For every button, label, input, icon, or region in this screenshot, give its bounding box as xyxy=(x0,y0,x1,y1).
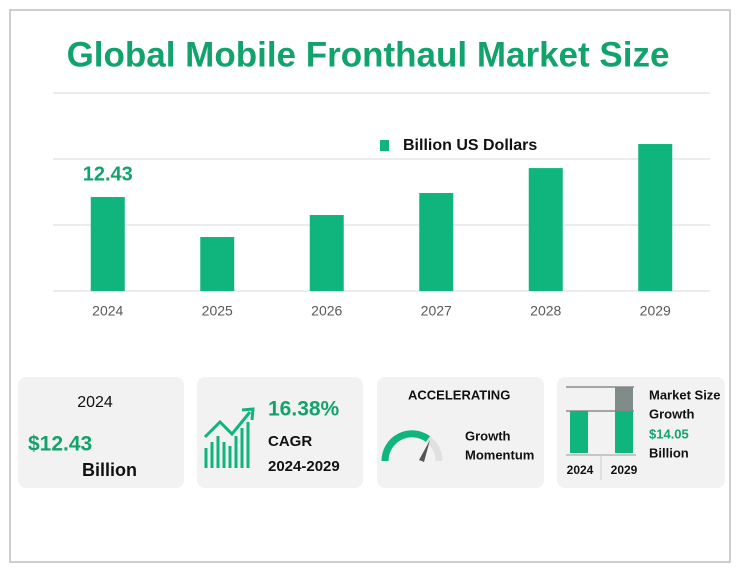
card-line: Growth xyxy=(465,428,511,443)
bar xyxy=(309,215,344,291)
card-label: CAGR xyxy=(268,433,312,450)
card xyxy=(197,377,363,488)
bar xyxy=(419,193,454,291)
card xyxy=(557,377,725,488)
gauge-fill xyxy=(381,430,431,462)
legend-label: Billion US Dollars xyxy=(403,137,537,154)
card-line: Market Size xyxy=(649,387,721,402)
card-line: Momentum xyxy=(465,447,534,462)
x-tick-label: 2024 xyxy=(92,303,123,319)
card-value: $12.43 xyxy=(28,433,92,456)
grid xyxy=(53,92,710,292)
chart-title: Global Mobile Fronthaul Market Size xyxy=(67,35,670,74)
mini-chart xyxy=(566,386,636,480)
cards xyxy=(18,377,725,488)
growth-icon xyxy=(203,407,255,468)
bar xyxy=(528,168,563,291)
bar xyxy=(638,144,673,291)
card-period: 2024-2029 xyxy=(268,458,340,475)
card-line: Growth xyxy=(649,406,695,421)
mini-label: 2029 xyxy=(611,463,638,477)
card xyxy=(377,377,544,488)
card xyxy=(18,377,184,488)
card-value: 16.38% xyxy=(268,398,340,421)
card-value: $14.05 xyxy=(649,426,689,441)
card-unit: Billion xyxy=(82,460,137,480)
bar xyxy=(90,197,125,291)
card-title: ACCELERATING xyxy=(408,387,510,402)
x-tick-label: 2028 xyxy=(530,303,561,319)
gauge-needle xyxy=(419,440,430,462)
mini-label: 2024 xyxy=(567,463,594,477)
legend-swatch xyxy=(380,140,389,151)
x-tick-label: 2029 xyxy=(640,303,671,319)
x-tick-label: 2025 xyxy=(202,303,233,319)
card-unit: Billion xyxy=(649,445,689,460)
card-year: 2024 xyxy=(77,394,113,411)
x-tick-label: 2026 xyxy=(311,303,342,319)
data-label: 12.43 xyxy=(83,163,133,185)
bar xyxy=(200,237,235,291)
x-tick-label: 2027 xyxy=(421,303,452,319)
